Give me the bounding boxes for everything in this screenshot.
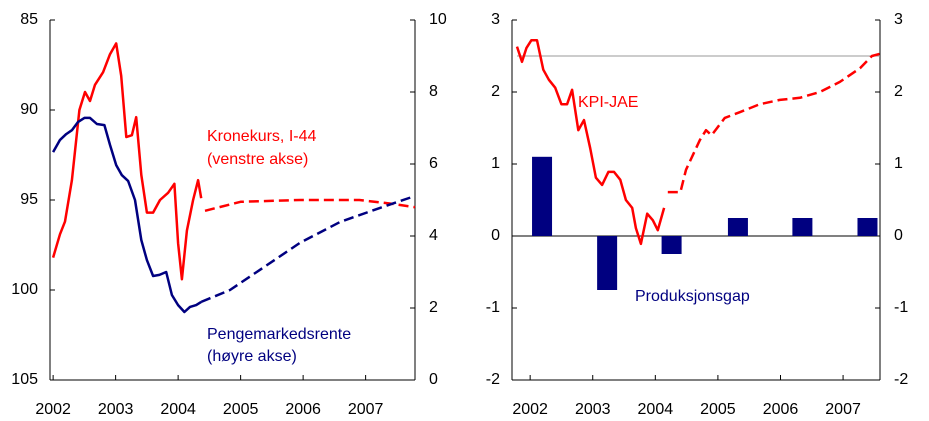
x-tick-label: 2003 xyxy=(98,401,134,418)
bar xyxy=(597,236,618,290)
y-tick-label: 90 xyxy=(20,101,38,118)
y2-tick-label: 2 xyxy=(894,83,903,100)
y-tick-label: 100 xyxy=(11,281,38,298)
y2-tick-label: 6 xyxy=(429,155,438,172)
y-tick-label: -2 xyxy=(486,371,500,388)
line-series xyxy=(51,42,203,281)
x-tick-label: 2004 xyxy=(638,401,674,418)
line-series xyxy=(200,194,416,304)
x-tick-label: 2005 xyxy=(700,401,736,418)
y2-tick-label: 8 xyxy=(429,83,438,100)
y-tick-label: -1 xyxy=(486,299,500,316)
y-tick-label: 3 xyxy=(491,11,500,28)
y2-tick-label: 2 xyxy=(429,299,438,316)
line-series xyxy=(667,52,881,194)
y2-tick-label: 0 xyxy=(429,371,438,388)
bar xyxy=(727,218,748,236)
y2-tick-label: 10 xyxy=(429,11,447,28)
bar xyxy=(532,156,553,236)
y-tick-label: 0 xyxy=(491,227,500,244)
y2-tick-label: 3 xyxy=(894,11,903,28)
y2-tick-label: 4 xyxy=(429,227,438,244)
annotation: KPI-JAE xyxy=(578,94,638,111)
x-tick-label: 2003 xyxy=(575,401,611,418)
x-tick-label: 2002 xyxy=(35,401,71,418)
x-tick-label: 2002 xyxy=(512,401,548,418)
x-tick-label: 2006 xyxy=(285,401,321,418)
bar xyxy=(661,236,682,254)
annotation: (høyre akse) xyxy=(207,348,297,365)
x-tick-label: 2005 xyxy=(223,401,259,418)
x-tick-label: 2006 xyxy=(763,401,799,418)
y-tick-label: 2 xyxy=(491,83,500,100)
y2-tick-label: -1 xyxy=(894,299,908,316)
x-tick-label: 2007 xyxy=(348,401,384,418)
y2-tick-label: -2 xyxy=(894,371,908,388)
line-series xyxy=(515,38,666,246)
annotation: (venstre akse) xyxy=(207,151,308,168)
x-tick-label: 2007 xyxy=(825,401,861,418)
annotation: Produksjonsgap xyxy=(635,288,750,305)
y2-tick-label: 1 xyxy=(894,155,903,172)
y-tick-label: 105 xyxy=(11,371,38,388)
x-tick-label: 2004 xyxy=(160,401,196,418)
annotation: Pengemarkedsrente xyxy=(207,326,351,343)
line-series xyxy=(52,116,202,314)
y2-tick-label: 0 xyxy=(894,227,903,244)
y-tick-label: 95 xyxy=(20,191,38,208)
bar xyxy=(857,218,878,236)
y-tick-label: 1 xyxy=(491,155,500,172)
line-series xyxy=(204,198,416,213)
y-tick-label: 85 xyxy=(20,11,38,28)
annotation: Kronekurs, I-44 xyxy=(207,128,316,145)
bar xyxy=(792,218,813,236)
